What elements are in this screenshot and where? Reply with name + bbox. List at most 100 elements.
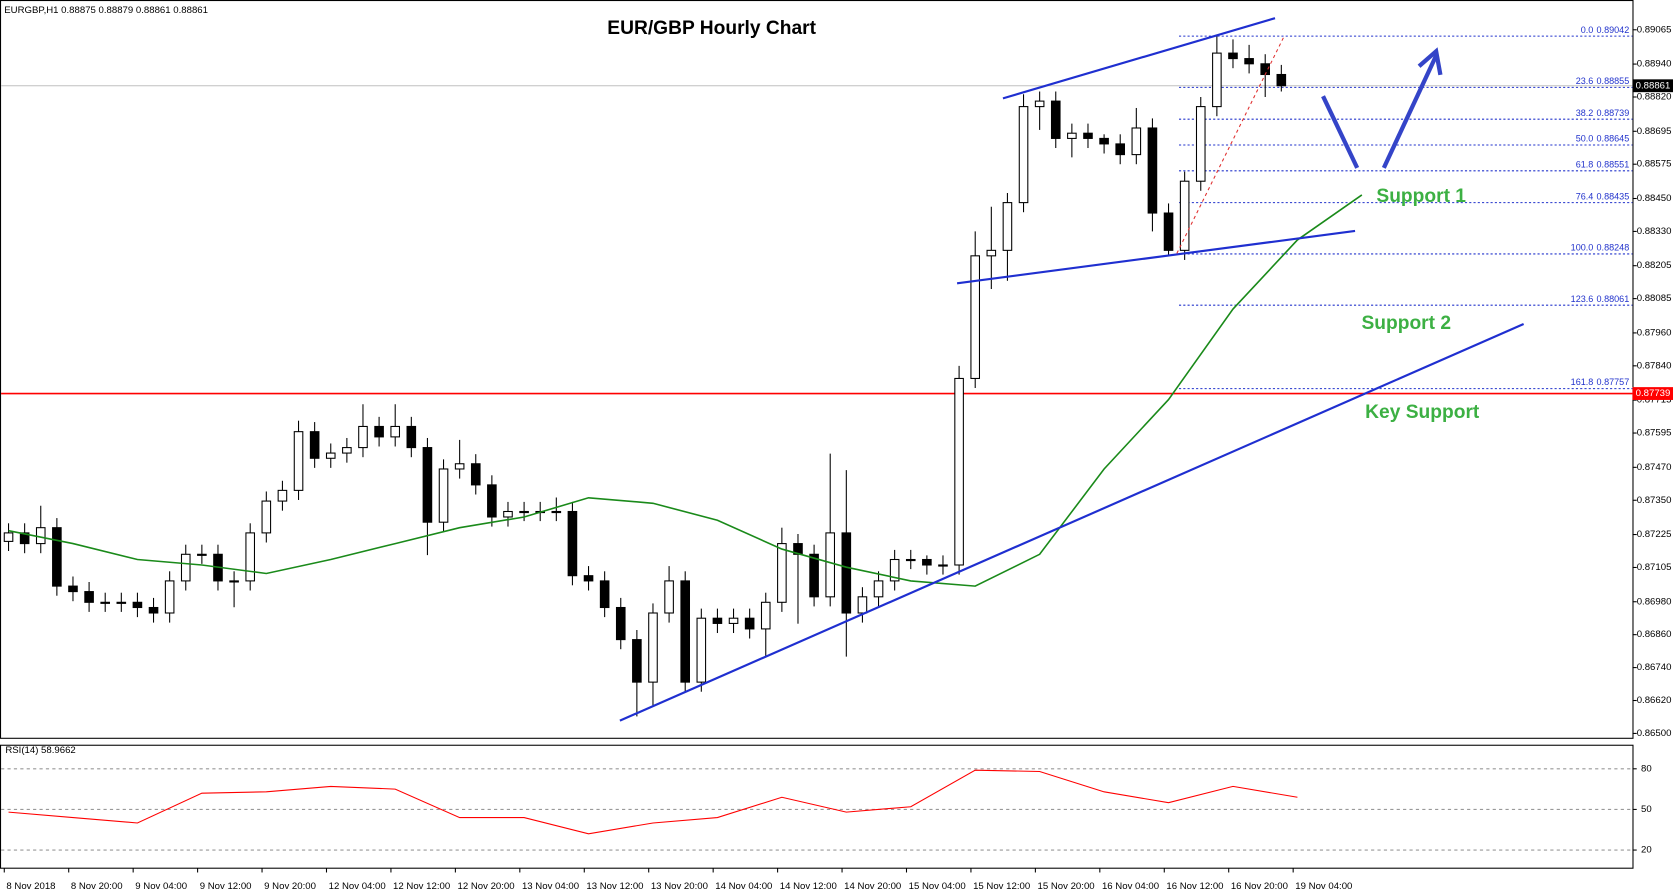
arrow <box>1381 54 1439 169</box>
fib-label: 76.4 0.88435 <box>1576 192 1630 202</box>
candle-body <box>1115 143 1126 156</box>
candle-body <box>938 564 948 567</box>
fib-price-label: 0.87757 <box>1597 378 1630 388</box>
candle-body <box>325 452 336 459</box>
candle-body <box>567 510 578 577</box>
y-tick-label: 80 <box>1641 763 1652 774</box>
fib-label: 100.0 0.88248 <box>1571 243 1630 253</box>
candle-body <box>132 601 143 609</box>
candle-body <box>712 617 723 624</box>
candle-body <box>52 527 62 587</box>
candle-body <box>599 580 610 609</box>
candle-body <box>35 527 46 545</box>
arrow-head <box>1417 47 1443 76</box>
y-tick-label: 0.86980 <box>1637 596 1672 607</box>
y-tick-label: 0.87225 <box>1637 529 1672 540</box>
y-tick-label: 0.87840 <box>1637 360 1672 371</box>
candle-body <box>1212 52 1222 108</box>
candle-body <box>470 463 481 486</box>
x-tick-label: 8 Nov 2018 <box>6 881 55 892</box>
fib-price-label: 0.88248 <box>1597 243 1630 253</box>
candle-body <box>664 580 674 614</box>
candle-body <box>922 558 932 566</box>
candle-body <box>180 553 191 582</box>
fib-label: 123.6 0.88061 <box>1571 294 1630 304</box>
y-tick-label: 0.88205 <box>1637 260 1672 271</box>
x-tick-label: 9 Nov 12:00 <box>200 881 252 892</box>
fib-price-label: 0.89042 <box>1597 25 1630 35</box>
candle-body <box>277 489 288 502</box>
fib-price-label: 0.88855 <box>1597 76 1630 86</box>
y-tick-label: 0.86620 <box>1637 695 1672 706</box>
candle-body <box>1147 127 1158 214</box>
moving-average <box>8 194 1363 587</box>
candle-body <box>148 606 159 614</box>
fib-label: 61.8 0.88551 <box>1576 160 1630 170</box>
fib-level-label: 161.8 <box>1571 378 1594 388</box>
y-tick-label: 0.88695 <box>1637 126 1672 137</box>
trend-line <box>619 322 1525 722</box>
y-tick-label: 0.88330 <box>1637 226 1672 237</box>
candle-body <box>857 596 868 614</box>
y-tick-label: 0.88940 <box>1637 59 1672 70</box>
candle-body <box>1228 52 1238 60</box>
candle-body <box>358 425 368 449</box>
y-tick-label: 0.88575 <box>1637 159 1672 170</box>
candle-body <box>1002 202 1013 251</box>
y-tick-label: 0.86740 <box>1637 662 1672 673</box>
x-tick-label: 12 Nov 12:00 <box>393 881 450 892</box>
x-tick-label: 15 Nov 04:00 <box>909 881 966 892</box>
y-tick-label: 0.89065 <box>1637 24 1672 35</box>
current-price-box <box>1632 79 1673 93</box>
x-tick-label: 19 Nov 04:00 <box>1295 881 1352 892</box>
fib-level-label: 50.0 <box>1576 134 1594 144</box>
x-tick-label: 16 Nov 20:00 <box>1231 881 1288 892</box>
x-tick-label: 12 Nov 20:00 <box>458 881 515 892</box>
main-frame <box>0 0 1634 739</box>
candle-body <box>438 468 449 523</box>
x-tick-label: 9 Nov 20:00 <box>264 881 316 892</box>
rsi-line <box>8 769 1298 835</box>
candle-body <box>309 431 320 459</box>
annotation: Support 1 <box>1376 186 1466 207</box>
candle-body <box>615 606 626 641</box>
y-tick-label: 0.87960 <box>1637 327 1672 338</box>
candle-body <box>680 580 691 683</box>
x-tick-label: 13 Nov 20:00 <box>651 881 708 892</box>
candle-body <box>728 617 739 624</box>
candle-body <box>744 617 755 630</box>
y-tick-label: 0.86860 <box>1637 629 1672 640</box>
candle-body <box>1131 127 1142 156</box>
candle-body <box>342 447 352 454</box>
fib-level-label: 76.4 <box>1576 192 1594 202</box>
candle-body <box>1163 212 1174 251</box>
fib-price-label: 0.88645 <box>1597 134 1630 144</box>
y-tick-label: 50 <box>1641 804 1652 815</box>
x-tick-label: 14 Nov 04:00 <box>715 881 772 892</box>
x-tick-label: 13 Nov 12:00 <box>586 881 643 892</box>
candle-body <box>390 425 401 438</box>
fib-label: 0.0 0.89042 <box>1581 25 1630 35</box>
candle-body <box>1067 132 1077 139</box>
y-tick-label: 0.87105 <box>1637 562 1672 573</box>
y-tick-label: 0.87715 <box>1637 395 1672 406</box>
trend-line <box>1002 17 1276 100</box>
fib-level-label: 0.0 <box>1581 25 1594 35</box>
y-tick-label: 20 <box>1641 845 1652 856</box>
candle-body <box>970 255 981 379</box>
fib-level-label: 38.2 <box>1576 108 1594 118</box>
candle-body <box>261 500 272 534</box>
candle-body <box>487 484 497 518</box>
candle-body <box>841 532 852 614</box>
candle-body <box>164 580 175 614</box>
candle-body <box>825 532 836 598</box>
candle-body <box>374 425 384 438</box>
fib-label: 50.0 0.88645 <box>1576 134 1630 144</box>
candle-body <box>777 543 787 603</box>
y-tick-label: 0.88820 <box>1637 92 1672 103</box>
candle-body <box>293 431 304 491</box>
candle-body <box>197 553 207 556</box>
candles <box>3 36 1287 717</box>
candle-body <box>1050 100 1061 139</box>
